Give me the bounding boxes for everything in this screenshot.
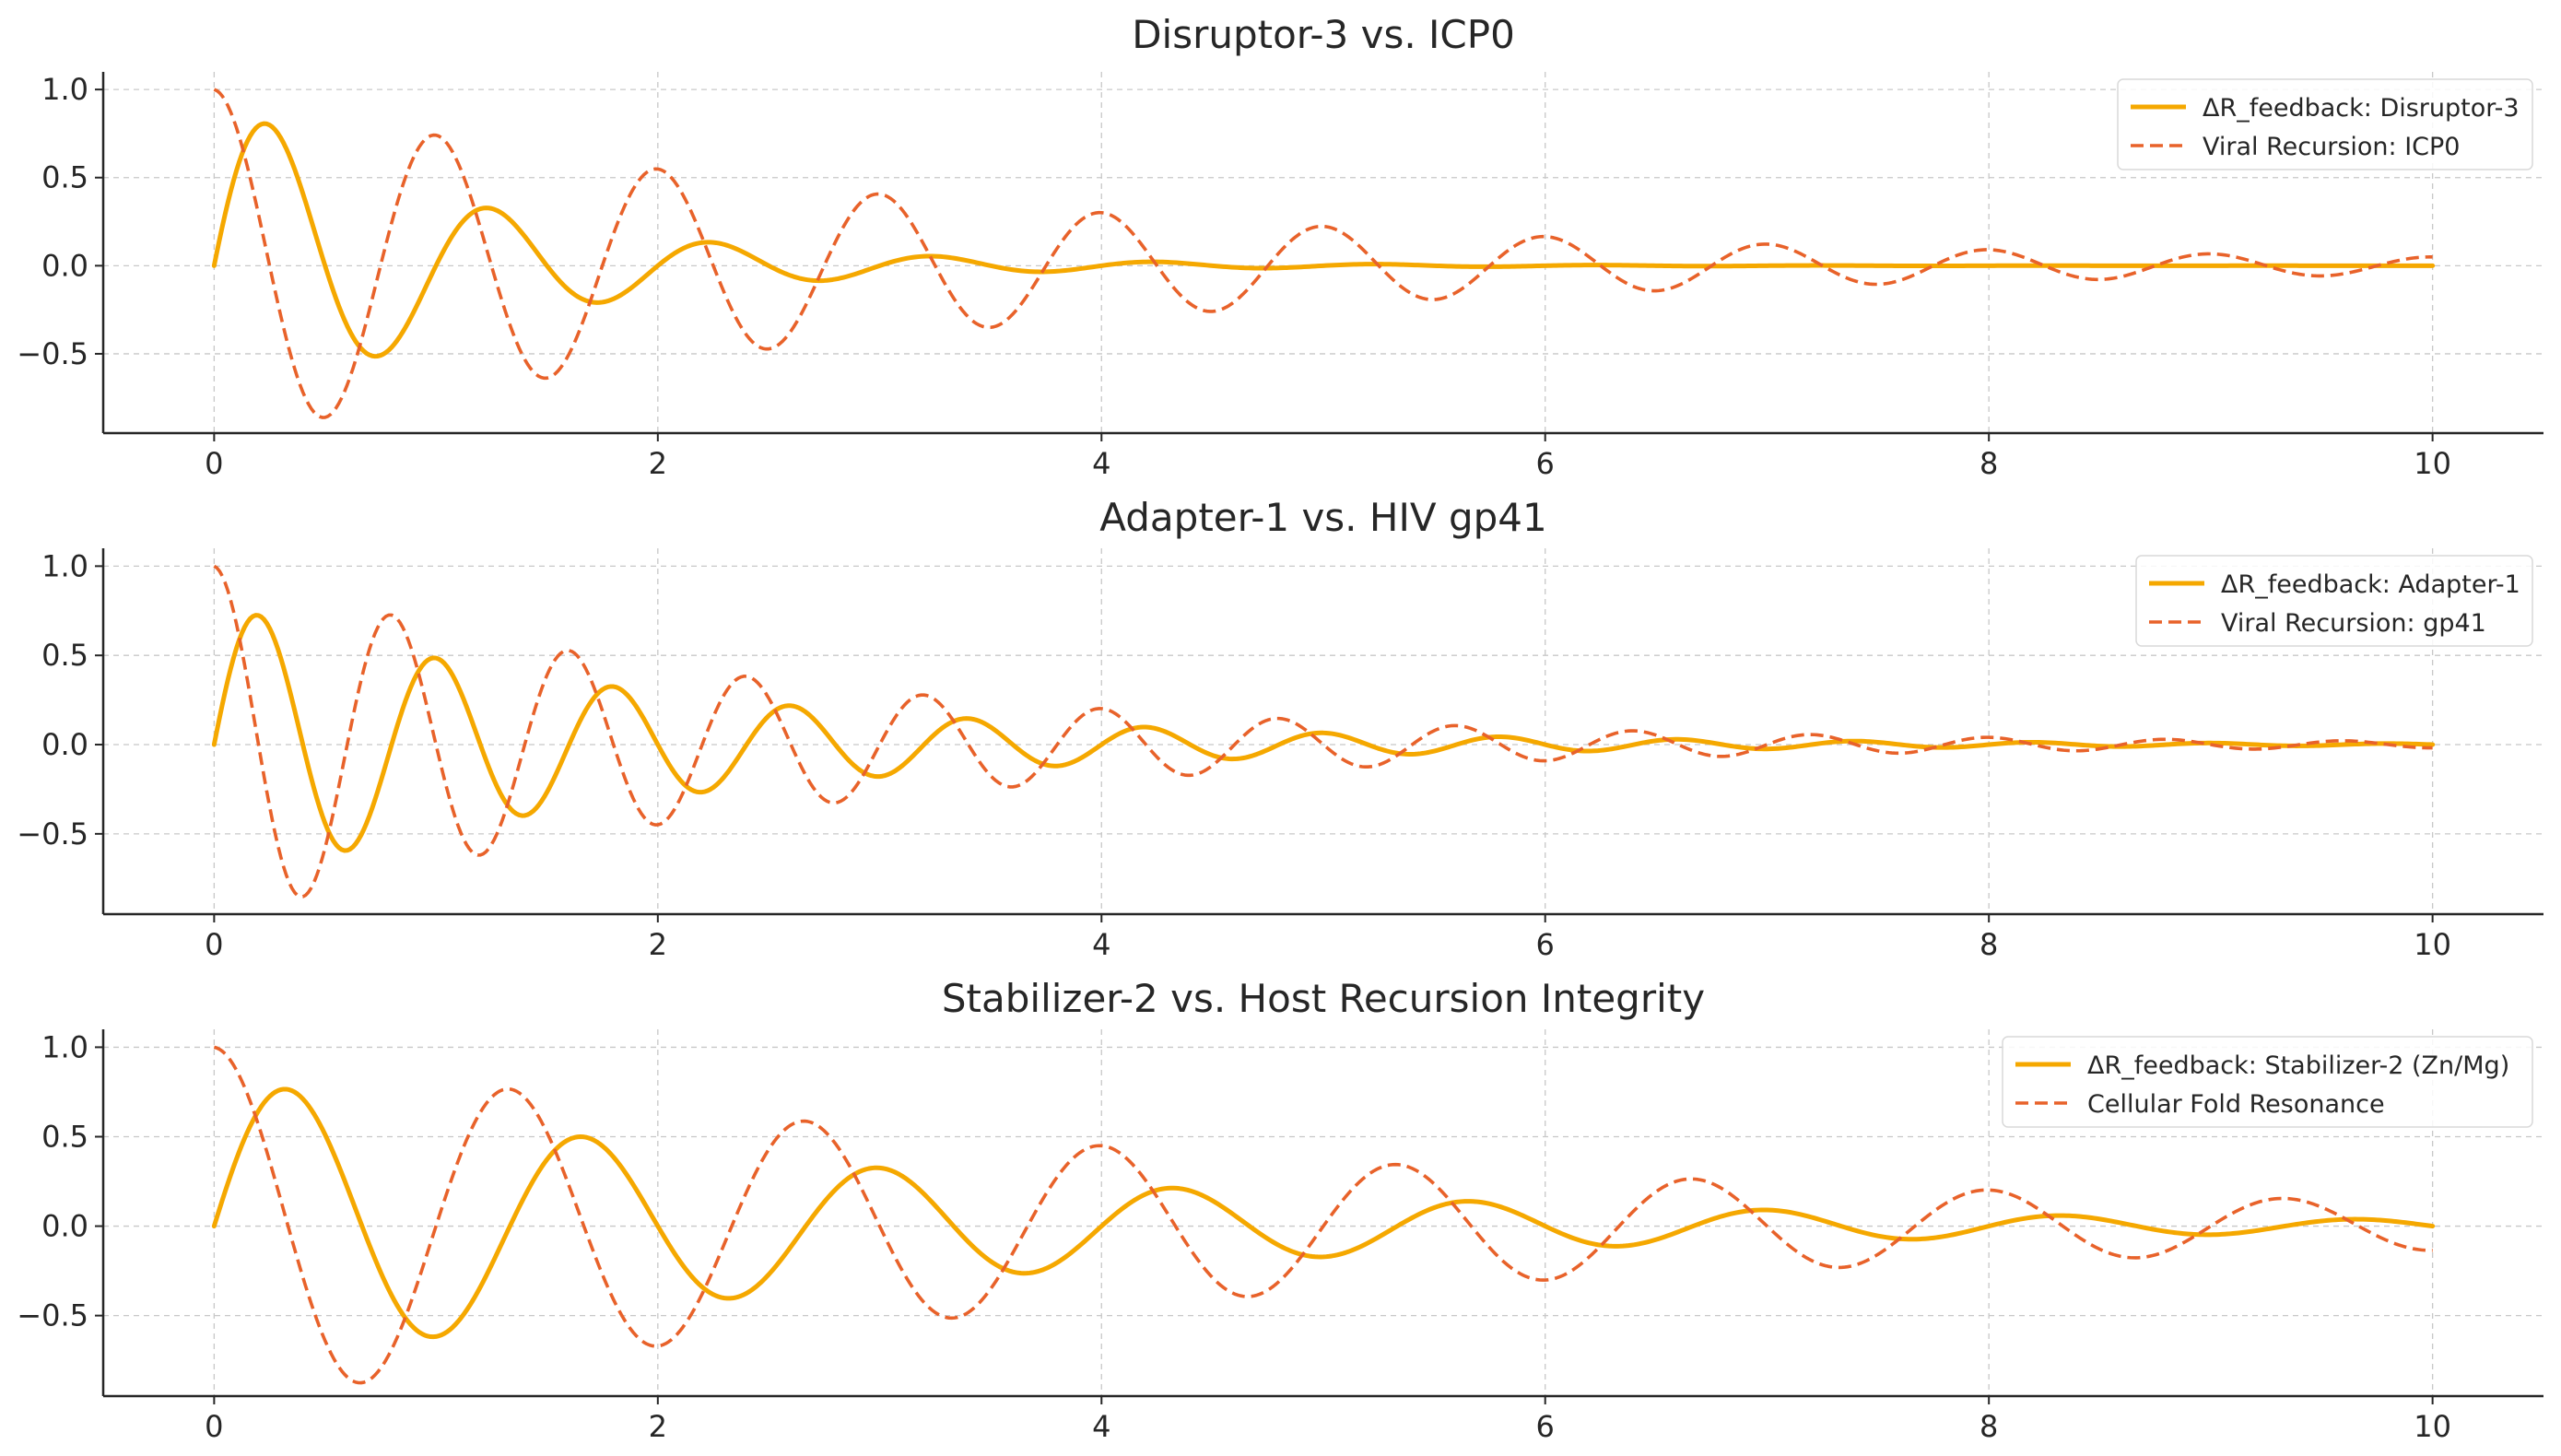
y-tick-label: 0.5 <box>41 1119 88 1154</box>
chart-panel-adapter: Adapter-1 vs. HIV gp41 0 2 4 6 8 10 1.0 0.5 0.0 −… <box>17 495 2543 962</box>
legend: ΔR_feedback: Disruptor-3 Viral Recursion… <box>2117 78 2533 170</box>
x-tick-label: 8 <box>1979 1409 1998 1444</box>
legend-label-feedback: ΔR_feedback: Disruptor-3 <box>2203 94 2520 123</box>
x-tick-label: 8 <box>1979 927 1998 962</box>
y-tick-label: −0.5 <box>17 336 88 371</box>
x-tick-label: 6 <box>1536 446 1555 481</box>
legend-box <box>2135 555 2533 647</box>
legend-label-viral: Viral Recursion: ICP0 <box>2203 133 2460 161</box>
legend: ΔR_feedback: Adapter-1 Viral Recursion: … <box>2135 555 2533 647</box>
y-tick-label: 0.0 <box>41 1209 88 1244</box>
y-tick-label: −0.5 <box>17 816 88 851</box>
legend: ΔR_feedback: Stabilizer-2 (Zn/Mg) Cellul… <box>2002 1036 2533 1128</box>
axes: 0 2 4 6 8 10 1.0 0.5 0.0 −0.5 <box>17 548 2543 962</box>
series-layer <box>211 564 2436 898</box>
x-tick-label: 2 <box>649 1409 667 1444</box>
y-tick-label: 0.0 <box>41 248 88 283</box>
chart-panel-disruptor: Disruptor-3 vs. ICP0 0 2 4 6 8 10 1.0 0.5 0.0 −0.… <box>17 12 2543 481</box>
y-tick-label: 1.0 <box>41 1029 88 1064</box>
series-line-feedback <box>211 121 2436 359</box>
x-tick-label: 10 <box>2414 446 2451 481</box>
x-tick-label: 0 <box>205 446 223 481</box>
x-tick-label: 6 <box>1536 1409 1555 1444</box>
series-line-viral <box>213 564 2433 898</box>
legend-label-feedback: ΔR_feedback: Adapter-1 <box>2221 570 2520 599</box>
legend-label-resonance: Cellular Fold Resonance <box>2087 1090 2385 1119</box>
y-tick-label: 1.0 <box>41 72 88 107</box>
axes: 0 2 4 6 8 10 1.0 0.5 0.0 −0.5 <box>17 72 2543 481</box>
axes: 0 2 4 6 8 10 1.0 0.5 0.0 −0.5 <box>17 1029 2543 1444</box>
y-tick-label: 0.5 <box>41 638 88 673</box>
x-tick-label: 0 <box>205 1409 223 1444</box>
y-tick-label: 0.5 <box>41 160 88 195</box>
x-tick-label: 4 <box>1092 927 1110 962</box>
series-line-viral <box>213 88 2433 419</box>
series-layer <box>211 1045 2436 1385</box>
x-tick-label: 10 <box>2414 927 2451 962</box>
chart-title: Disruptor-3 vs. ICP0 <box>1132 12 1515 57</box>
legend-label-feedback: ΔR_feedback: Stabilizer-2 (Zn/Mg) <box>2087 1051 2509 1080</box>
series-line-feedback <box>211 613 2436 853</box>
legend-box <box>2117 78 2533 170</box>
x-tick-label: 2 <box>649 446 667 481</box>
legend-label-viral: Viral Recursion: gp41 <box>2221 609 2486 638</box>
x-tick-label: 0 <box>205 927 223 962</box>
x-tick-label: 4 <box>1092 446 1110 481</box>
y-tick-label: −0.5 <box>17 1298 88 1333</box>
chart-panel-stabilizer: Stabilizer-2 vs. Host Recursion Integrit… <box>17 976 2543 1444</box>
series-line-feedback <box>211 1086 2436 1340</box>
series-line-viral <box>213 1045 2433 1385</box>
y-tick-label: 0.0 <box>41 727 88 762</box>
chart-title: Adapter-1 vs. HIV gp41 <box>1099 495 1546 540</box>
x-tick-label: 8 <box>1979 446 1998 481</box>
x-tick-label: 4 <box>1092 1409 1110 1444</box>
x-tick-label: 2 <box>649 927 667 962</box>
x-tick-label: 6 <box>1536 927 1555 962</box>
x-tick-label: 10 <box>2414 1409 2451 1444</box>
grid <box>103 548 2543 914</box>
chart-title: Stabilizer-2 vs. Host Recursion Integrit… <box>942 976 1705 1021</box>
series-layer <box>211 88 2436 419</box>
y-tick-label: 1.0 <box>41 548 88 583</box>
legend-box <box>2002 1036 2533 1128</box>
